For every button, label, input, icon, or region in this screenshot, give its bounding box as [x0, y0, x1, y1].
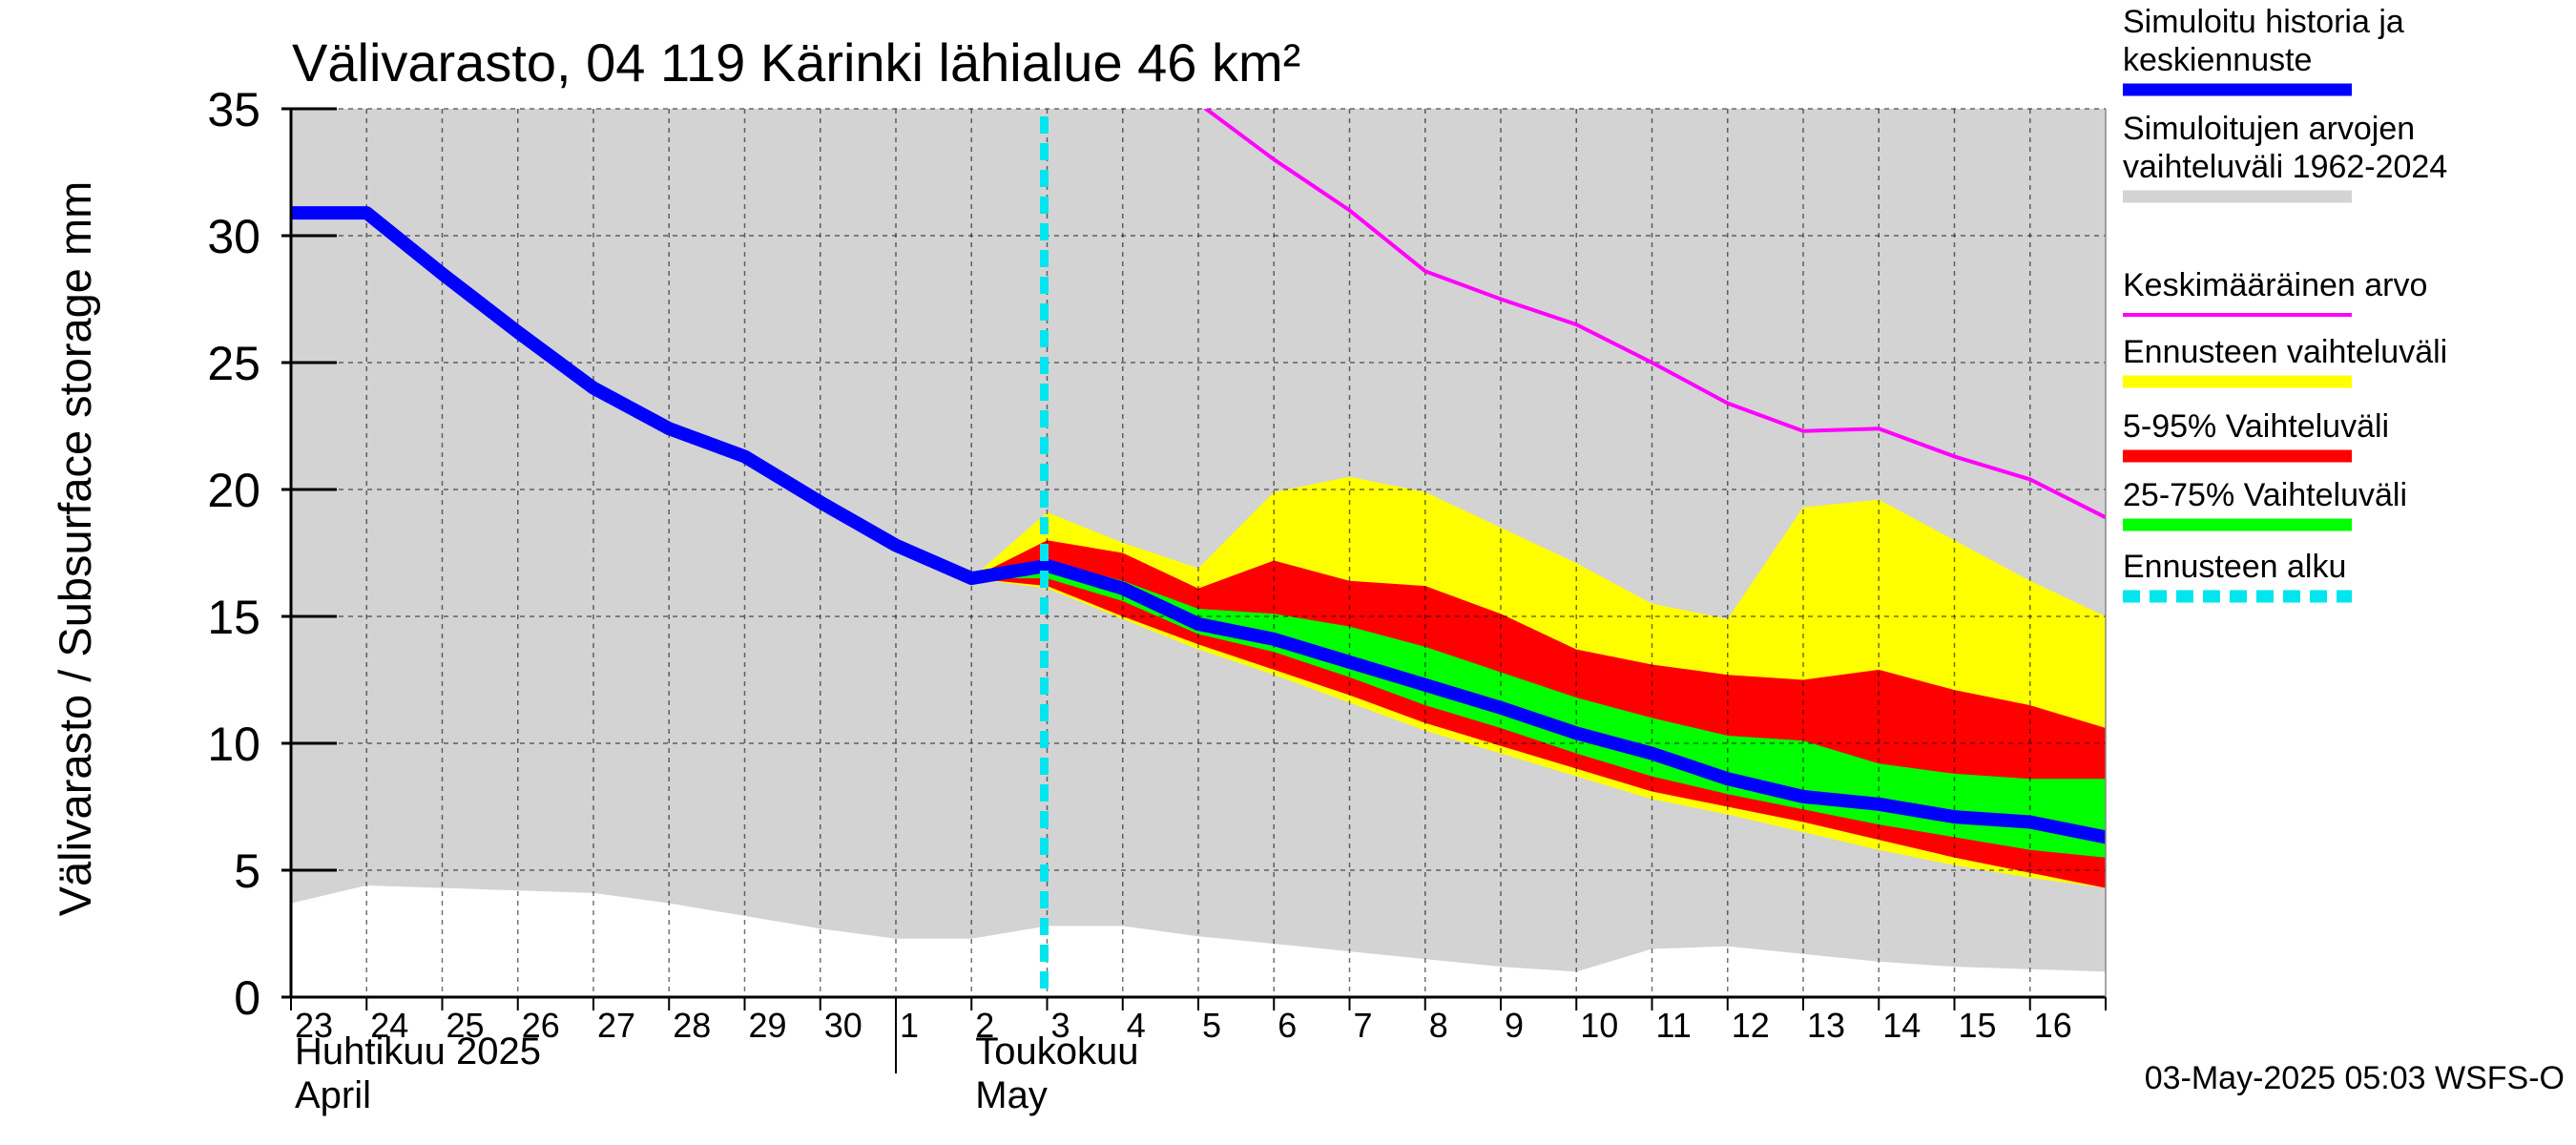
y-tick-label: 30	[207, 210, 260, 263]
y-tick-label: 25	[207, 337, 260, 390]
x-tick-label: 24	[370, 1006, 408, 1045]
month-label-en: May	[975, 1074, 1048, 1116]
x-tick-label: 3	[1051, 1006, 1070, 1045]
x-tick-label: 7	[1354, 1006, 1373, 1045]
plot-area	[291, 108, 2106, 997]
month-label: Toukokuu	[975, 1030, 1138, 1072]
y-tick-label: 0	[234, 971, 260, 1025]
x-tick-label: 5	[1202, 1006, 1221, 1045]
y-tick-label: 20	[207, 464, 260, 517]
x-tick-label: 30	[824, 1006, 862, 1045]
legend-label-simuloitujen-arvojen-2: vaihteluväli 1962-2024	[2123, 149, 2447, 185]
x-tick-label: 23	[295, 1006, 333, 1045]
x-tick-label: 10	[1580, 1006, 1618, 1045]
x-tick-label: 1	[900, 1006, 919, 1045]
legend-label-5-95-vaihteluv-li: 5-95% Vaihteluväli	[2123, 408, 2389, 445]
legend-label-ennusteen-alku: Ennusteen alku	[2123, 549, 2346, 585]
legend-label-simuloitu-historia-ja-2: keskiennuste	[2123, 42, 2312, 78]
x-tick-label: 11	[1656, 1006, 1692, 1045]
grid-lines	[291, 108, 2106, 997]
x-tick-label: 9	[1505, 1006, 1524, 1045]
x-tick-label: 14	[1882, 1006, 1921, 1045]
chart-title: Välivarasto, 04 119 Kärinki lähialue 46 …	[292, 32, 1300, 93]
x-tick-label: 12	[1732, 1006, 1770, 1045]
line-simuloitu-historia-ja-keskiennuste	[291, 206, 2106, 844]
x-tick-label: 28	[673, 1006, 711, 1045]
legend-label-25-75-vaihteluv-li: 25-75% Vaihteluväli	[2123, 477, 2407, 513]
legend-label-ennusteen-vaihteluv-li: Ennusteen vaihteluväli	[2123, 334, 2447, 370]
month-label-en: April	[295, 1074, 371, 1116]
x-tick-label: 4	[1127, 1006, 1146, 1045]
x-tick-label: 15	[1959, 1006, 1997, 1045]
x-tick-label: 26	[522, 1006, 560, 1045]
y-tick-label: 10	[207, 718, 260, 771]
month-label: Huhtikuu 2025	[295, 1030, 541, 1072]
y-tick-label: 15	[207, 591, 260, 644]
x-tick-label: 25	[447, 1006, 485, 1045]
legend-label-simuloitujen-arvojen: Simuloitujen arvojen	[2123, 111, 2415, 147]
line-keskim-r-inen-arvo	[1203, 109, 2106, 520]
y-axis-label: Välivarasto / Subsurface storage mm	[50, 181, 100, 917]
x-tick-label: 29	[749, 1006, 787, 1045]
x-tick-label: 27	[597, 1006, 635, 1045]
legend-label-simuloitu-historia-ja: Simuloitu historia ja	[2123, 4, 2404, 40]
x-tick-label: 6	[1278, 1006, 1297, 1045]
timestamp-footer: 03-May-2025 05:03 WSFS-O	[2145, 1060, 2565, 1096]
x-tick-label: 16	[2034, 1006, 2072, 1045]
x-tick-label: 8	[1429, 1006, 1448, 1045]
x-tick-label: 13	[1807, 1006, 1845, 1045]
y-tick-label: 35	[207, 83, 260, 136]
legend-label-keskim-r-inen-arvo: Keskimääräinen arvo	[2123, 267, 2427, 303]
y-tick-label: 5	[234, 844, 260, 898]
x-tick-label: 2	[975, 1006, 994, 1045]
line-series-group	[291, 109, 2106, 844]
